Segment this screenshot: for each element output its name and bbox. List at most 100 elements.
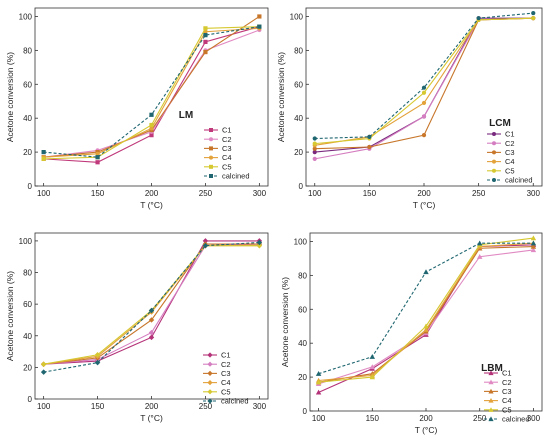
legend-marker-C5: [209, 164, 213, 169]
data-point-C4-200: [421, 100, 427, 106]
data-point-calcined-250: [476, 240, 483, 246]
x-tick-label: 250: [473, 414, 487, 423]
legend-label-C4: C4: [222, 153, 232, 162]
y-axis-label: Acetone conversion (%): [5, 52, 15, 142]
legend-label-C4: C4: [221, 378, 231, 387]
series-line-C1: [314, 17, 534, 153]
legend-label-C4: C4: [502, 396, 512, 405]
data-point-C5-200: [423, 323, 429, 329]
y-tick-label: 80: [294, 46, 303, 55]
y-tick-label: 20: [294, 148, 303, 157]
data-point-C5-150: [94, 352, 101, 358]
data-point-C1-200: [149, 133, 154, 138]
chart-panel-LCM: 0 20 40 60 80 100 100 150 200 250 300 T (°C) Acetone…: [276, 7, 543, 210]
legend-marker-C5: [207, 389, 213, 395]
series-line-calcined: [43, 241, 260, 373]
x-tick-label: 150: [91, 402, 105, 411]
data-point-C1-150: [95, 160, 100, 165]
x-tick-label: 300: [253, 189, 267, 198]
data-point-C1-250: [203, 39, 208, 45]
data-point-calcined-300: [531, 10, 536, 16]
legend-label-C2: C2: [502, 378, 512, 387]
x-tick-label: 200: [145, 402, 159, 411]
legend-marker-calcined: [488, 416, 494, 422]
legend-marker-C1: [207, 352, 213, 358]
y-tick-label: 60: [294, 80, 303, 89]
x-axis-label: T (°C): [140, 200, 163, 210]
y-tick-label: 100: [294, 237, 308, 246]
legend-marker-C2: [488, 379, 494, 385]
x-tick-label: 250: [199, 189, 213, 198]
legend-marker-C2: [209, 137, 213, 142]
y-tick-label: 60: [23, 80, 32, 89]
legend-label-C4: C4: [505, 157, 515, 166]
x-tick-label: 150: [91, 189, 105, 198]
data-point-C4-200: [149, 126, 154, 131]
series-line-calcined: [318, 242, 534, 375]
data-point-calcined-100: [315, 370, 322, 376]
legend-label-C1: C1: [505, 130, 515, 139]
data-point-C2-100: [312, 156, 317, 161]
y-tick-label: 0: [299, 182, 304, 191]
series-line-C3: [318, 246, 534, 383]
x-tick-label: 250: [472, 189, 486, 198]
data-point-calcined-200: [421, 85, 427, 90]
data-point-calcined-100: [41, 149, 46, 155]
series-line-C3: [314, 17, 534, 150]
plot-frame: [34, 7, 269, 187]
series-line-C5: [43, 245, 260, 365]
legend-marker-C1: [209, 128, 213, 132]
x-axis-label: T (°C): [413, 200, 436, 210]
legend-marker-C4: [492, 159, 496, 164]
y-tick-label: 40: [294, 114, 303, 123]
data-point-C4-150: [95, 151, 100, 156]
y-tick-label: 80: [298, 271, 307, 280]
x-tick-label: 100: [308, 189, 322, 198]
y-tick-label: 40: [23, 332, 32, 341]
y-axis-label: Acetone conversion (%): [276, 52, 286, 142]
data-point-C5-250: [203, 26, 208, 31]
data-point-calcined-250: [203, 33, 208, 38]
x-tick-label: 200: [145, 189, 159, 198]
legend-label-C3: C3: [505, 148, 515, 157]
y-tick-label: 0: [303, 407, 308, 416]
data-point-C3-300: [530, 243, 537, 249]
data-point-C1-100: [315, 389, 322, 395]
data-point-C4-200: [423, 326, 429, 332]
legend-marker-C4: [488, 398, 494, 403]
legend-label-C2: C2: [222, 135, 232, 144]
data-point-C5-200: [149, 122, 154, 128]
legend-label-C5: C5: [505, 166, 515, 175]
data-point-calcined-250: [202, 242, 209, 249]
y-tick-label: 100: [290, 12, 304, 21]
data-point-C3-200: [148, 317, 155, 323]
data-point-calcined-100: [40, 369, 47, 375]
x-tick-label: 100: [312, 414, 326, 423]
legend-label-calcined: calcined: [222, 172, 250, 181]
legend-label-C3: C3: [222, 144, 232, 153]
data-point-C3-250: [203, 49, 208, 55]
legend-marker-C1: [488, 370, 494, 376]
series-line-C3: [43, 243, 260, 365]
legend-label-calcined: calcined: [502, 415, 530, 424]
data-point-C2-250: [476, 254, 483, 259]
y-tick-label: 20: [23, 363, 32, 372]
legend-marker-C4: [207, 380, 213, 386]
y-tick-label: 20: [298, 373, 307, 382]
legend-marker-calcined: [209, 174, 213, 178]
data-point-C2-200: [421, 114, 427, 119]
legend-label-C5: C5: [221, 387, 231, 396]
y-axis-label: Acetone conversion (%): [5, 271, 15, 361]
data-point-C5-200: [421, 90, 427, 95]
y-tick-label: 80: [23, 269, 32, 278]
panel-title: LBM: [481, 363, 503, 374]
data-point-calcined-250: [476, 16, 481, 21]
x-tick-label: 100: [37, 402, 51, 411]
y-tick-label: 100: [19, 12, 33, 21]
data-point-C3-100: [312, 146, 317, 151]
legend-label-C3: C3: [221, 369, 231, 378]
series-line-C2: [43, 243, 260, 365]
data-point-C5-300: [530, 235, 537, 241]
